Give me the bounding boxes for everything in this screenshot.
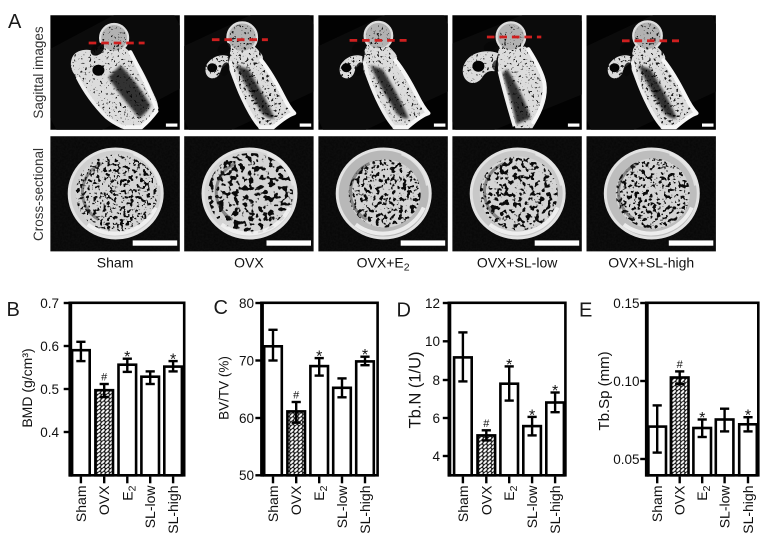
- svg-text:*: *: [529, 407, 535, 424]
- svg-text:0.7: 0.7: [40, 296, 59, 311]
- svg-text:#: #: [677, 359, 684, 371]
- svg-text:10: 10: [425, 334, 440, 349]
- svg-text:Sham: Sham: [455, 486, 471, 523]
- svg-text:Sham: Sham: [265, 486, 281, 523]
- svg-text:Sham: Sham: [649, 486, 665, 523]
- svg-text:BMD (g/cm³): BMD (g/cm³): [19, 348, 35, 427]
- svg-text:0.4: 0.4: [40, 425, 59, 440]
- svg-text:SL-high: SL-high: [357, 486, 373, 534]
- svg-text:D: D: [397, 300, 411, 322]
- svg-text:OVX+SL-low: OVX+SL-low: [477, 255, 558, 271]
- svg-text:Sham: Sham: [73, 486, 89, 523]
- svg-text:12: 12: [425, 296, 440, 311]
- svg-text:*: *: [124, 349, 130, 366]
- svg-text:#: #: [101, 372, 108, 384]
- svg-text:70: 70: [239, 353, 254, 368]
- svg-text:*: *: [699, 410, 705, 427]
- svg-text:SL-low: SL-low: [334, 485, 350, 529]
- svg-text:OVX: OVX: [96, 485, 112, 515]
- svg-text:BV/TV (%): BV/TV (%): [216, 356, 231, 420]
- svg-text:50: 50: [239, 468, 254, 483]
- svg-text:OVX: OVX: [672, 485, 688, 515]
- svg-text:#: #: [293, 390, 300, 402]
- svg-text:#: #: [483, 418, 490, 430]
- svg-text:Cross-sectional: Cross-sectional: [31, 148, 46, 241]
- svg-text:Tb.N (1/U): Tb.N (1/U): [407, 351, 425, 428]
- svg-text:B: B: [7, 299, 20, 321]
- svg-text:*: *: [316, 349, 322, 366]
- svg-text:SL-high: SL-high: [547, 486, 563, 534]
- svg-text:C: C: [214, 297, 228, 319]
- svg-text:A: A: [8, 11, 22, 33]
- svg-text:*: *: [552, 383, 558, 400]
- svg-text:*: *: [362, 347, 368, 364]
- svg-text:Sagittal images: Sagittal images: [31, 26, 46, 119]
- svg-text:*: *: [506, 357, 512, 374]
- svg-text:*: *: [170, 352, 176, 369]
- svg-text:0.6: 0.6: [40, 339, 59, 354]
- svg-text:60: 60: [239, 411, 254, 426]
- svg-text:0.05: 0.05: [613, 452, 639, 467]
- svg-text:SL-low: SL-low: [717, 485, 733, 529]
- svg-text:8: 8: [432, 373, 440, 388]
- svg-text:SL-high: SL-high: [165, 486, 181, 534]
- svg-text:*: *: [745, 408, 751, 425]
- svg-text:OVX: OVX: [288, 485, 304, 515]
- svg-text:OVX: OVX: [234, 255, 264, 271]
- svg-text:OVX: OVX: [478, 485, 494, 515]
- svg-text:SL-high: SL-high: [740, 486, 756, 534]
- svg-text:0.10: 0.10: [613, 374, 639, 389]
- svg-text:80: 80: [239, 296, 254, 311]
- svg-text:4: 4: [432, 449, 440, 464]
- svg-text:6: 6: [432, 411, 440, 426]
- svg-text:E: E: [579, 300, 592, 322]
- svg-text:0.5: 0.5: [40, 382, 59, 397]
- svg-text:OVX+E2: OVX+E2: [357, 255, 410, 274]
- svg-text:Sham: Sham: [97, 255, 134, 271]
- svg-text:0.15: 0.15: [613, 296, 639, 311]
- svg-text:SL-low: SL-low: [142, 485, 158, 529]
- svg-text:Tb.Sp (mm): Tb.Sp (mm): [596, 351, 613, 430]
- svg-text:SL-low: SL-low: [524, 485, 540, 529]
- svg-text:OVX+SL-high: OVX+SL-high: [608, 255, 694, 271]
